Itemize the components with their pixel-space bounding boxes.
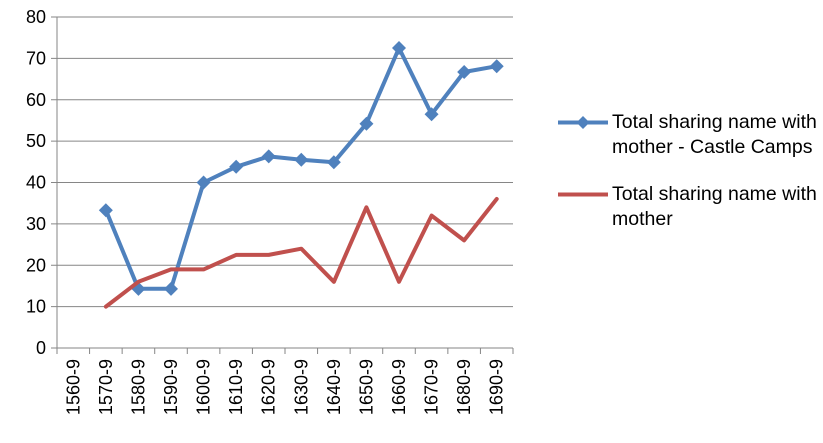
y-tick-label: 0 <box>36 338 46 358</box>
data-point-marker <box>326 155 341 170</box>
y-tick-label: 30 <box>26 214 46 234</box>
series-line-2 <box>103 197 499 309</box>
x-tick-label: 1670-9 <box>422 359 442 415</box>
x-tick-label: 1660-9 <box>389 359 409 415</box>
y-tick-label: 40 <box>26 173 46 193</box>
y-tick-label: 10 <box>26 297 46 317</box>
y-tick-label: 60 <box>26 90 46 110</box>
x-tick-label: 1640-9 <box>324 359 344 415</box>
x-tick-label: 1560-9 <box>63 359 83 415</box>
data-point-marker <box>98 203 113 218</box>
data-point-marker <box>489 59 504 74</box>
x-axis-tick-labels: 1560-9 1570-9 1580-9 1590-9 1600-9 1610-9 1620… <box>63 359 506 415</box>
y-tick-label: 20 <box>26 255 46 275</box>
legend-label-total: Total sharing name with mother <box>612 183 817 230</box>
data-point-marker <box>424 107 439 122</box>
x-tick-label: 1680-9 <box>454 359 474 415</box>
legend-swatch-blue-diamond <box>558 116 608 129</box>
x-tick-label: 1610-9 <box>226 359 246 415</box>
data-point-marker <box>294 152 309 167</box>
x-tick-label: 1650-9 <box>356 359 376 415</box>
data-point-marker <box>457 65 472 80</box>
x-tick-label: 1600-9 <box>194 359 214 415</box>
data-point-marker <box>229 159 244 174</box>
data-point-marker <box>392 41 406 56</box>
x-tick-label: 1620-9 <box>259 359 279 415</box>
data-point-marker <box>164 281 178 296</box>
data-point-marker <box>196 175 211 190</box>
legend-item-total: Total sharing name with mother <box>556 182 821 232</box>
gridlines <box>57 16 513 308</box>
y-tick-label: 50 <box>26 131 46 151</box>
x-tick-label: 1630-9 <box>291 359 311 415</box>
series-line-1 <box>103 46 499 291</box>
data-series <box>98 41 504 309</box>
x-tick-label: 1580-9 <box>128 359 148 415</box>
legend-item-castle-camps: Total sharing name with mother - Castle … <box>556 110 821 160</box>
data-point-marker <box>261 149 276 164</box>
x-tick-label: 1570-9 <box>96 359 116 415</box>
y-tick-label: 80 <box>26 7 46 27</box>
axes <box>51 16 514 354</box>
y-axis-tick-labels: 0 10 20 30 40 50 60 70 80 <box>26 7 46 358</box>
x-tick-label: 1590-9 <box>161 359 181 415</box>
y-tick-label: 70 <box>26 48 46 68</box>
data-point-marker <box>359 116 374 131</box>
x-tick-label: 1690-9 <box>487 359 507 415</box>
legend-label-castle-camps: Total sharing name with mother - Castle … <box>612 111 817 158</box>
legend-swatch-red-line <box>558 192 608 197</box>
legend: Total sharing name with mother - Castle … <box>556 110 821 232</box>
